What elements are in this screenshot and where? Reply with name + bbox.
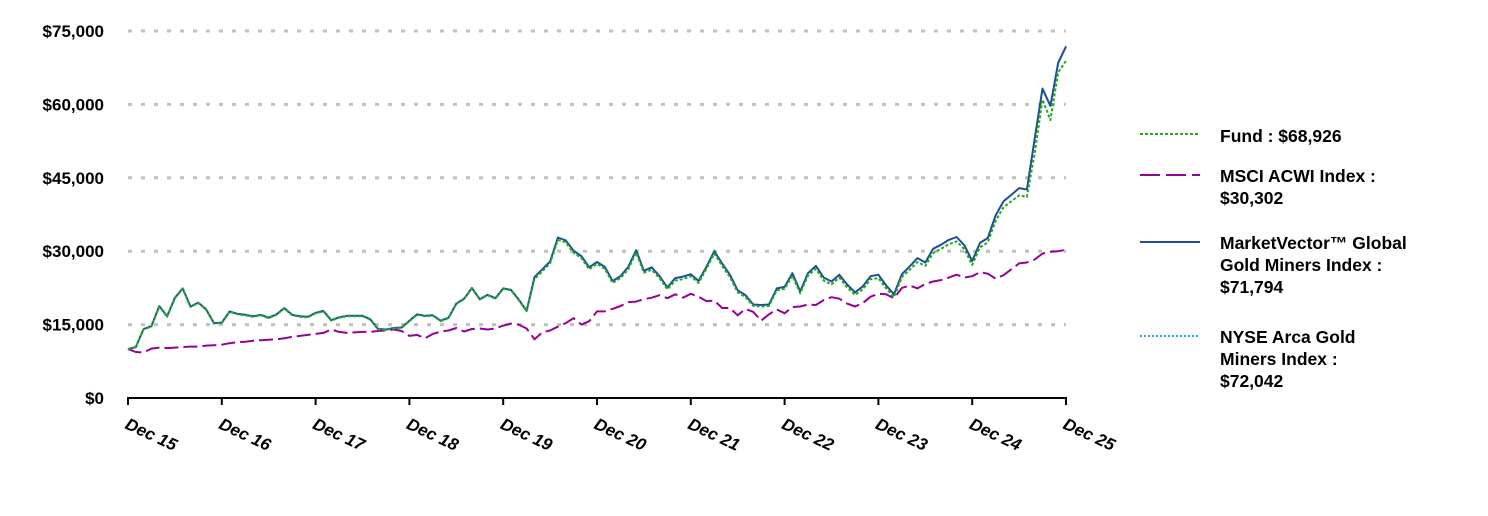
msci-line-swatch-icon: [1140, 165, 1200, 179]
y-tick-label: $45,000: [43, 169, 104, 188]
x-axis: Dec 15 Dec 16 Dec 17 Dec 18 Dec 19 Dec 20 Dec …: [122, 397, 1119, 455]
x-tick-label: Dec 25: [1060, 414, 1118, 455]
y-tick-label: $15,000: [43, 316, 104, 335]
x-tick-label: Dec 21: [685, 414, 743, 454]
fund-line-swatch-icon: [1140, 125, 1200, 139]
y-tick-label: $60,000: [43, 95, 104, 114]
y-tick-label: $75,000: [43, 22, 104, 41]
x-tick-label: Dec 23: [873, 414, 931, 455]
x-tick-label: Dec 17: [310, 414, 369, 455]
x-tick-label: Dec 16: [216, 414, 274, 455]
nyse-line-swatch-icon: [1140, 326, 1200, 340]
legend-label-msci: MSCI ACWI Index : $30,302: [1220, 166, 1376, 208]
series-line-marketvector-global-gold-miners-index: [127, 46, 1067, 351]
legend-item-nyse: NYSE Arca Gold Miners Index : $72,042: [1130, 326, 1470, 392]
series-line-msci-acwi-index: [127, 248, 1067, 354]
x-tick-label: Dec 24: [967, 414, 1025, 455]
x-tick-label: Dec 15: [122, 414, 180, 455]
x-tick-label: Dec 22: [779, 414, 837, 455]
legend-item-msci: MSCI ACWI Index : $30,302: [1130, 165, 1470, 209]
y-tick-label: $0: [85, 389, 104, 408]
legend-label-fund: Fund : $68,926: [1220, 126, 1342, 146]
x-tick-label: Dec 18: [404, 414, 462, 455]
legend-item-fund: Fund : $68,926: [1130, 125, 1470, 147]
series-lines: [127, 45, 1067, 354]
marketvector-line-swatch-icon: [1140, 232, 1200, 246]
legend-label-marketvector: MarketVector™ Global Gold Miners Index :…: [1220, 233, 1407, 297]
legend-item-marketvector: MarketVector™ Global Gold Miners Index :…: [1130, 232, 1470, 298]
y-tick-label: $30,000: [43, 242, 104, 261]
legend-label-nyse: NYSE Arca Gold Miners Index : $72,042: [1220, 327, 1356, 391]
gridlines: [128, 29, 1066, 327]
series-line-fund: [127, 60, 1067, 351]
x-tick-label: Dec 19: [498, 414, 556, 455]
x-tick-label: Dec 20: [591, 414, 649, 455]
series-line-nyse-arca-gold-miners-index: [127, 45, 1067, 350]
y-axis-labels: $0 $15,000 $30,000 $45,000 $60,000 $75,000: [43, 22, 104, 408]
